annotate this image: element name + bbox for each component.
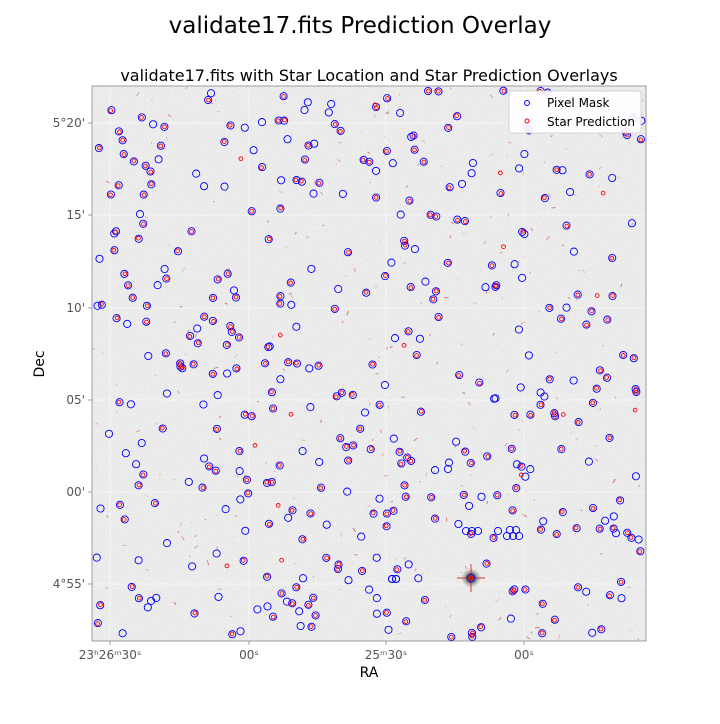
y-tick-label: 15' [66,208,85,222]
legend: Pixel Mask Star Prediction [509,91,641,133]
noise-speck [628,587,631,588]
legend-pixel-mask-label: Pixel Mask [547,96,610,110]
noise-speck [338,589,340,590]
noise-speck [444,297,449,298]
noise-speck [420,303,422,304]
y-axis-label: Dec [32,350,48,377]
noise-speck [93,348,94,349]
noise-speck [301,440,305,441]
noise-speck [619,177,620,179]
noise-speck [231,616,232,617]
noise-speck [278,455,279,457]
x-tick-label: 25ᵐ30ˢ [365,648,408,662]
noise-speck [286,247,288,248]
noise-speck [274,471,275,472]
noise-speck [184,354,187,355]
noise-speck [388,406,389,409]
y-tick-label: 5°20' [53,116,85,130]
noise-speck [622,137,623,138]
noise-speck [156,423,157,424]
y-tick-label: 4°55' [53,577,85,591]
noise-speck [336,164,337,165]
noise-speck [551,207,555,208]
figure-title: validate17.fits Prediction Overlay [169,13,552,39]
noise-speck [189,556,191,557]
x-axis-ticks: 23ʰ26ᵐ30ˢ 00ˢ 25ᵐ30ˢ 00ˢ [79,641,534,662]
noise-speck [453,629,454,631]
noise-speck [523,171,524,175]
legend-star-prediction-label: Star Prediction [547,115,635,129]
noise-speck [441,166,442,167]
plot-area [91,86,646,641]
noise-speck [387,347,388,350]
chart-title: validate17.fits with Star Location and S… [120,66,617,85]
y-tick-label: 10' [66,301,85,315]
noise-speck [177,184,178,185]
x-tick-label: 00ˢ [514,648,534,662]
x-tick-label: 23ʰ26ᵐ30ˢ [79,648,142,662]
noise-speck [299,255,300,256]
noise-speck [642,100,643,101]
noise-speck [550,625,551,626]
x-tick-label: 00ˢ [239,648,259,662]
noise-speck [437,362,438,365]
noise-speck [615,397,616,398]
noise-speck [498,345,499,346]
y-tick-label: 05' [66,393,85,407]
x-axis-label: RA [360,665,379,681]
y-axis-ticks: 4°55' 00' 05' 10' 15' 5°20' [53,116,92,591]
y-tick-label: 00' [66,485,85,499]
